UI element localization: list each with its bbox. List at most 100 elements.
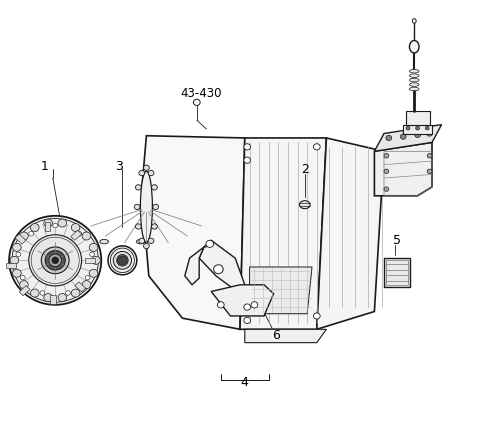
Circle shape xyxy=(251,302,258,308)
Circle shape xyxy=(20,232,28,240)
Bar xyxy=(384,258,410,287)
Text: 1: 1 xyxy=(41,160,48,174)
Circle shape xyxy=(415,132,420,138)
Circle shape xyxy=(244,157,251,163)
Circle shape xyxy=(30,289,39,297)
Circle shape xyxy=(82,232,91,240)
Polygon shape xyxy=(250,267,312,314)
Bar xyxy=(50,295,56,304)
Polygon shape xyxy=(245,329,326,343)
Circle shape xyxy=(29,231,34,236)
Circle shape xyxy=(82,281,91,289)
Circle shape xyxy=(384,169,389,174)
Circle shape xyxy=(53,223,58,228)
Ellipse shape xyxy=(136,239,145,244)
Circle shape xyxy=(134,204,140,210)
Circle shape xyxy=(20,281,28,289)
Circle shape xyxy=(427,169,432,174)
Bar xyxy=(6,263,16,268)
Text: 3: 3 xyxy=(115,160,122,174)
Text: 4: 4 xyxy=(241,376,249,389)
Bar xyxy=(386,260,408,285)
Polygon shape xyxy=(403,125,432,134)
Ellipse shape xyxy=(409,69,419,73)
Ellipse shape xyxy=(409,78,419,82)
Circle shape xyxy=(16,252,21,256)
Ellipse shape xyxy=(412,19,416,23)
Polygon shape xyxy=(142,136,245,329)
Circle shape xyxy=(10,256,19,264)
Circle shape xyxy=(206,240,214,247)
Circle shape xyxy=(135,185,141,190)
Circle shape xyxy=(89,269,98,277)
Ellipse shape xyxy=(52,257,59,263)
Circle shape xyxy=(89,243,98,251)
Circle shape xyxy=(118,256,127,265)
Bar xyxy=(45,222,50,231)
Circle shape xyxy=(20,275,25,280)
Ellipse shape xyxy=(409,83,419,86)
Ellipse shape xyxy=(45,251,65,270)
Circle shape xyxy=(193,99,200,105)
Circle shape xyxy=(416,126,420,130)
Ellipse shape xyxy=(100,239,108,244)
Circle shape xyxy=(44,219,52,227)
Polygon shape xyxy=(374,125,442,151)
Ellipse shape xyxy=(9,216,101,305)
Polygon shape xyxy=(240,138,326,329)
Circle shape xyxy=(217,302,224,308)
Circle shape xyxy=(244,304,251,310)
Circle shape xyxy=(85,275,90,280)
Ellipse shape xyxy=(140,171,153,243)
Circle shape xyxy=(144,165,149,170)
Circle shape xyxy=(40,291,45,295)
Circle shape xyxy=(139,170,144,176)
Polygon shape xyxy=(374,142,432,196)
Circle shape xyxy=(152,185,157,190)
Polygon shape xyxy=(406,111,430,125)
Circle shape xyxy=(72,223,80,231)
Circle shape xyxy=(58,294,67,302)
Circle shape xyxy=(12,243,21,251)
Circle shape xyxy=(135,224,141,229)
Circle shape xyxy=(66,291,71,295)
Circle shape xyxy=(77,231,82,236)
Ellipse shape xyxy=(110,248,134,272)
Circle shape xyxy=(425,126,429,130)
Circle shape xyxy=(313,313,320,319)
Circle shape xyxy=(12,269,21,277)
Circle shape xyxy=(148,170,154,176)
Polygon shape xyxy=(199,240,245,294)
Circle shape xyxy=(406,126,410,130)
Bar xyxy=(71,230,82,240)
Circle shape xyxy=(400,134,406,139)
Text: 5: 5 xyxy=(394,234,401,247)
Ellipse shape xyxy=(49,254,61,267)
Circle shape xyxy=(90,252,95,256)
Text: 43-430: 43-430 xyxy=(180,87,221,100)
Circle shape xyxy=(144,243,149,249)
Text: 2: 2 xyxy=(301,162,309,176)
Circle shape xyxy=(427,131,432,136)
Circle shape xyxy=(427,154,432,158)
Circle shape xyxy=(44,294,52,302)
Polygon shape xyxy=(211,285,274,316)
Ellipse shape xyxy=(117,255,128,266)
Ellipse shape xyxy=(300,201,310,209)
Ellipse shape xyxy=(409,74,419,77)
Circle shape xyxy=(148,238,154,243)
Bar xyxy=(75,282,86,292)
Text: 6: 6 xyxy=(272,329,280,343)
Bar xyxy=(85,258,95,263)
Circle shape xyxy=(152,224,157,229)
Ellipse shape xyxy=(108,246,137,275)
Ellipse shape xyxy=(409,40,419,53)
Circle shape xyxy=(139,238,144,243)
Circle shape xyxy=(384,187,389,191)
Circle shape xyxy=(386,135,392,141)
Circle shape xyxy=(313,144,320,150)
Ellipse shape xyxy=(113,251,132,269)
Circle shape xyxy=(72,289,80,297)
Ellipse shape xyxy=(29,235,82,286)
Bar xyxy=(19,286,30,296)
